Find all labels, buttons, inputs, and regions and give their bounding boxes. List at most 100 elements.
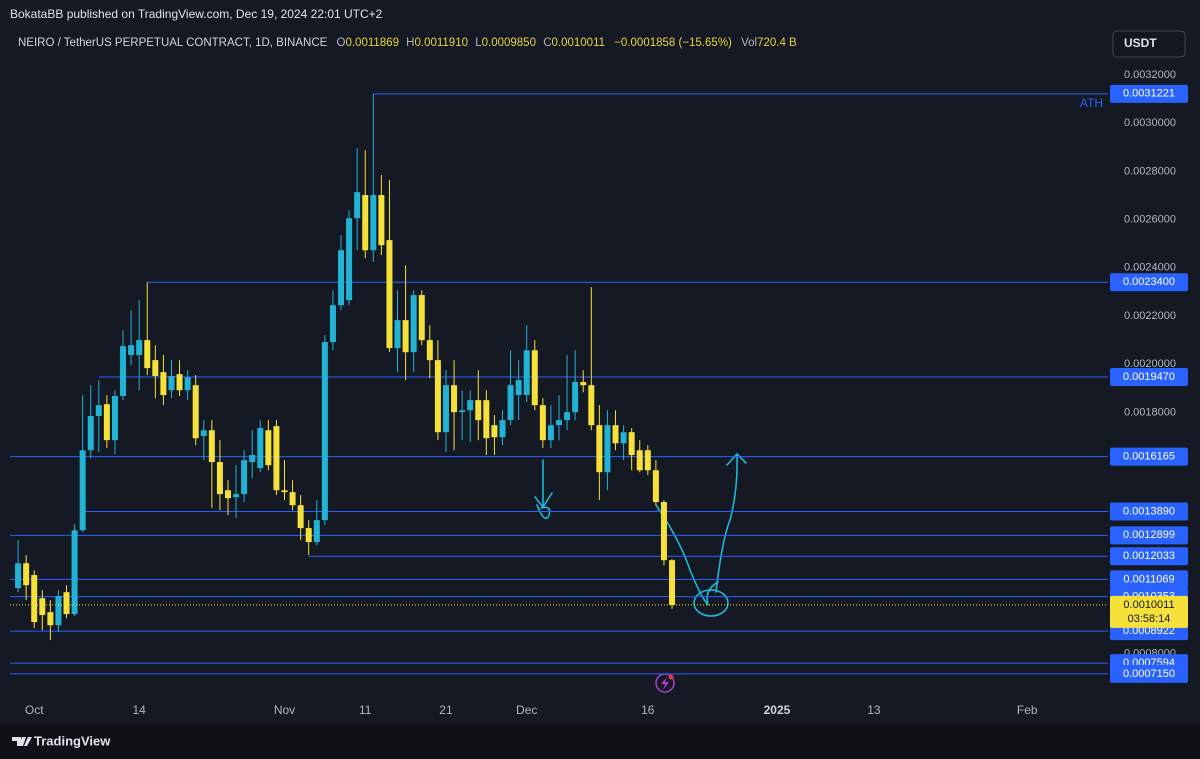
price-label: 0.0013890 — [1123, 505, 1175, 517]
price-label: 0.0011069 — [1123, 573, 1174, 585]
candle-body — [410, 295, 417, 353]
candle-body — [660, 502, 667, 561]
legend-value: 0.0011910 — [414, 37, 468, 49]
candle-body — [31, 575, 38, 623]
candle-body — [652, 470, 659, 503]
price-label: 0.0008922 — [1123, 625, 1175, 637]
candle-body — [612, 425, 619, 444]
candle-body — [620, 432, 627, 444]
candle-body — [297, 505, 304, 529]
price-label-box — [1110, 570, 1188, 589]
x-tick-label: Nov — [274, 703, 295, 717]
candle-body — [168, 376, 175, 391]
candle-body — [273, 426, 280, 491]
candle-body — [556, 420, 562, 426]
candle-body — [233, 494, 240, 498]
candle-body — [636, 450, 643, 471]
price-label: 0.0012899 — [1123, 529, 1175, 541]
y-tick-label: 0.0030000 — [1124, 117, 1176, 129]
y-tick-label: 0.0026000 — [1124, 214, 1176, 226]
price-label-box — [1110, 84, 1188, 103]
event-icon-bolt — [661, 677, 669, 690]
candle-body — [128, 345, 135, 356]
candle-body — [604, 425, 611, 473]
candle-body — [136, 340, 143, 356]
candle-body — [200, 430, 207, 437]
candle-body — [354, 192, 361, 219]
candle-body — [572, 382, 579, 413]
candle-body — [160, 372, 167, 396]
candle-body — [628, 432, 635, 456]
y-tick-label: 0.0020000 — [1124, 358, 1176, 370]
candle-body — [491, 425, 498, 438]
candle-body — [588, 385, 595, 426]
price-label: 0.0031221 — [1123, 88, 1175, 100]
candle-body — [338, 250, 345, 306]
footer-brand: TradingView — [34, 733, 111, 748]
candle-body — [305, 528, 312, 543]
candle-body — [426, 340, 433, 361]
candle-body — [47, 612, 54, 626]
candle-body — [257, 428, 264, 469]
candle-body — [507, 385, 514, 421]
x-tick-label: 21 — [439, 703, 453, 717]
legend-label: H — [406, 37, 414, 49]
candle-body — [386, 240, 393, 349]
candle-body — [313, 520, 320, 543]
x-tick-label: 2025 — [764, 703, 791, 717]
x-tick-label: 11 — [359, 703, 372, 717]
candle-body — [459, 410, 466, 413]
legend-value: 0.0009850 — [482, 37, 536, 49]
candle-body — [329, 305, 336, 343]
legend-value: 720.4 B — [757, 37, 797, 49]
price-label-box — [1110, 273, 1188, 292]
candle-body — [669, 560, 676, 605]
candle-body — [208, 430, 215, 463]
candle-body — [103, 404, 110, 441]
candle-body — [434, 360, 441, 433]
legend-label: Vol — [741, 37, 757, 49]
x-tick-label: Dec — [516, 703, 537, 717]
price-label-box — [1110, 547, 1188, 566]
countdown: 03:58:14 — [1128, 613, 1171, 625]
candle-body — [87, 416, 94, 451]
drawn-curve — [655, 504, 719, 606]
price-label-box — [1110, 367, 1188, 386]
x-tick-label: Oct — [25, 703, 44, 717]
candle-body — [55, 596, 62, 626]
candle-body — [23, 563, 30, 586]
price-label-box — [1110, 447, 1188, 466]
candle-body — [580, 382, 587, 386]
candle-body — [265, 430, 272, 466]
candle-body — [547, 425, 554, 441]
y-tick-label: 0.0018000 — [1124, 406, 1176, 418]
candle-body — [192, 385, 199, 439]
candle-body — [523, 350, 530, 396]
candle-body — [451, 385, 458, 413]
candle-body — [71, 530, 78, 615]
candle-body — [63, 592, 70, 615]
price-label: 0.0012033 — [1123, 550, 1175, 562]
candle-body — [467, 400, 474, 411]
last-price-label: 0.0010011 — [1123, 599, 1174, 611]
currency-button[interactable] — [1112, 30, 1186, 58]
footer-logo — [12, 737, 32, 746]
candle-body — [539, 405, 546, 441]
candle-body — [241, 460, 248, 495]
currency-label[interactable]: USDT — [1124, 36, 1157, 50]
candle-body — [281, 490, 288, 493]
legend: NEIRO / TetherUS PERPETUAL CONTRACT, 1D,… — [18, 37, 797, 49]
candle-body — [39, 598, 46, 616]
candle-body — [289, 492, 296, 506]
event-icon-dot — [668, 674, 674, 680]
candle-body — [152, 360, 159, 377]
candle-body — [442, 385, 449, 433]
price-label: 0.0019470 — [1123, 371, 1175, 383]
drawn-arrow-up — [715, 452, 747, 593]
candle-body — [499, 420, 506, 438]
legend-value: 0.0010011 — [552, 37, 606, 49]
candle-body — [418, 295, 425, 341]
y-tick-label: 0.0032000 — [1124, 69, 1176, 81]
candle-body — [120, 346, 127, 397]
